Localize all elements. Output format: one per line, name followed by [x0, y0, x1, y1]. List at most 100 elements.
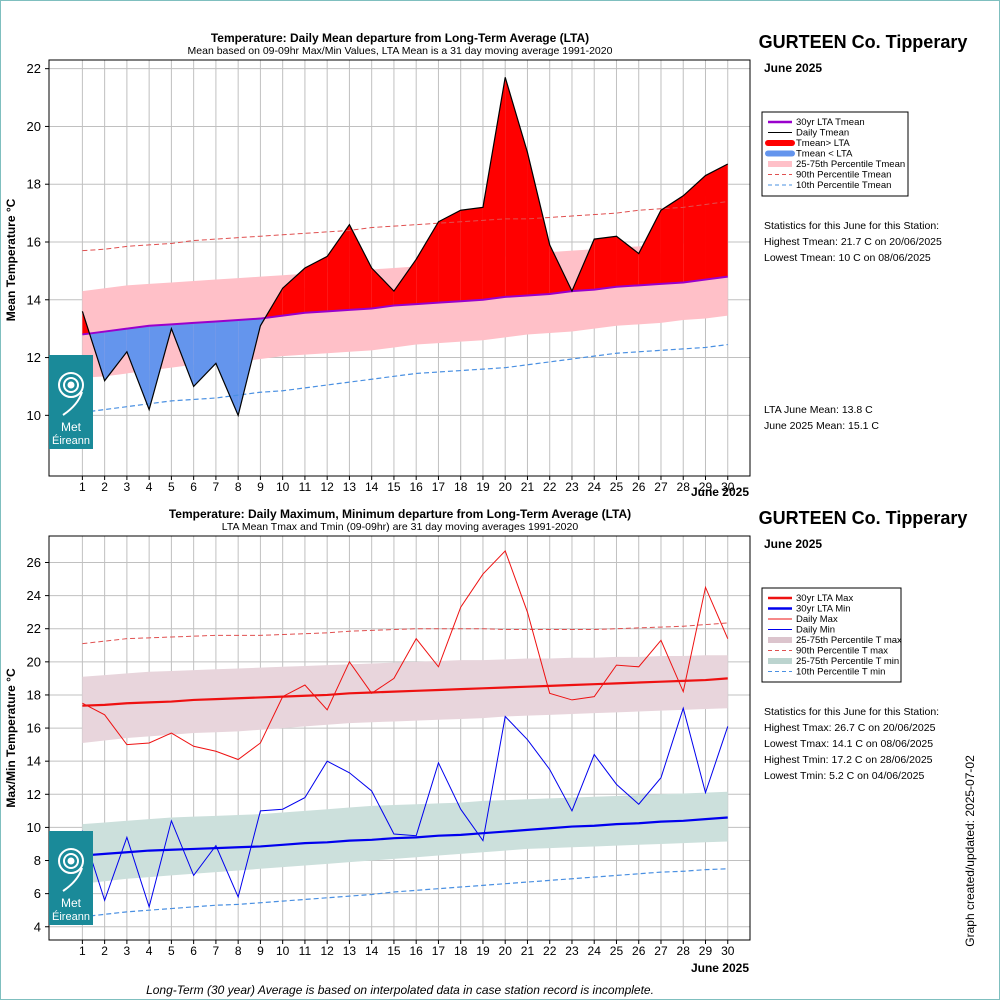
x-tick-label: 22 — [543, 480, 557, 494]
anomaly-above — [482, 77, 506, 300]
anomaly-above — [416, 221, 439, 305]
x-tick-label: 27 — [654, 480, 668, 494]
x-tick-label: 24 — [588, 944, 602, 958]
top-chart-title: Temperature: Daily Mean departure from L… — [211, 31, 589, 45]
bottom-chart-title: Temperature: Daily Maximum, Minimum depa… — [169, 507, 631, 521]
anomaly-above — [393, 259, 417, 306]
y-tick-label: 18 — [27, 177, 41, 192]
anomaly-above — [683, 175, 706, 283]
top-month-label: June 2025 — [764, 61, 822, 75]
met-eireann-logo-bottom: Met Éireann — [49, 831, 93, 925]
legend-label-p10-tmean: 10th Percentile Tmean — [796, 180, 891, 191]
daily-tmean-line — [81, 77, 729, 418]
anomaly-above — [282, 268, 305, 316]
anomaly-below — [193, 321, 216, 387]
legend-label-p90-tmean: 90th Percentile Tmean — [796, 170, 891, 181]
x-tick-label: 11 — [299, 480, 312, 494]
x-tick-label: 16 — [410, 480, 424, 494]
x-tick-label: 10 — [276, 480, 290, 494]
x-tick-label: 29 — [699, 944, 713, 958]
anomaly-above — [527, 152, 550, 296]
y-tick-label: 8 — [34, 853, 41, 868]
bottom-legend: 30yr LTA Max 30yr LTA Min Daily Max Dail… — [761, 587, 902, 683]
anomaly-above — [505, 77, 528, 297]
x-tick-label: 28 — [677, 944, 691, 958]
y-tick-label: 20 — [27, 654, 41, 669]
legend-label-pct-band-tmean: 25-75th Percentile Tmean — [796, 159, 905, 170]
p90-tmean-line — [82, 201, 728, 252]
x-tick-label: 14 — [365, 480, 379, 494]
anomaly-above — [594, 236, 617, 290]
x-tick-label: 2 — [101, 480, 108, 494]
x-tick-label: 2 — [101, 944, 108, 958]
x-tick-label: 23 — [565, 944, 579, 958]
x-tick-label: 22 — [543, 944, 557, 958]
x-tick-label: 25 — [610, 944, 624, 958]
x-tick-label: 28 — [677, 480, 691, 494]
x-tick-label: 15 — [387, 480, 401, 494]
anomaly-above — [327, 224, 350, 312]
x-tick-label: 5 — [168, 480, 175, 494]
x-tick-label: 6 — [190, 480, 197, 494]
x-tick-label: 30 — [721, 480, 735, 494]
logo-text-met: Met — [61, 420, 82, 434]
x-tick-label: 3 — [124, 944, 131, 958]
x-tick-label: 13 — [343, 480, 357, 494]
p10-tmin-line — [82, 868, 728, 918]
x-tick-label: 9 — [257, 480, 264, 494]
p10-tmean-line — [82, 343, 728, 414]
bottom-stat-highest-tmin: Highest Tmin: 17.2 C on 28/06/2025 — [764, 754, 933, 766]
top-lta-mean: LTA June Mean: 13.8 C — [764, 404, 873, 416]
x-tick-label: 1 — [79, 944, 86, 958]
y-tick-label: 16 — [27, 721, 41, 736]
bottom-station-name: GURTEEN Co. Tipperary — [759, 508, 968, 528]
logo-text-met: Met — [61, 896, 82, 910]
anomaly-above — [616, 236, 639, 287]
top-y-axis-label: Mean Temperature °C — [4, 198, 18, 321]
legend-label-daily-min: Daily Min — [796, 625, 835, 636]
top-xaxis-month: June 2025 — [691, 485, 749, 499]
legend-label-below-lta: Tmean < LTA — [796, 149, 853, 160]
bottom-legend-box — [761, 587, 902, 683]
logo-text-eireann: Éireann — [52, 910, 90, 923]
legend-label-lta-tmean: 30yr LTA Tmean — [796, 117, 865, 128]
x-tick-label: 19 — [476, 480, 490, 494]
top-stat-highest: Highest Tmean: 21.7 C on 20/06/2025 — [764, 236, 942, 248]
legend-label-band-min: 25-75th Percentile T min — [796, 656, 899, 667]
bottom-data-layer — [81, 549, 729, 918]
anomaly-above — [371, 268, 394, 309]
bottom-stat-lowest-tmin: Lowest Tmin: 5.2 C on 04/06/2025 — [764, 770, 924, 782]
x-tick-label: 5 — [168, 944, 175, 958]
y-tick-label: 14 — [27, 292, 41, 307]
legend-label-p90-max: 90th Percentile T max — [796, 646, 888, 657]
p90-tmax-line — [82, 622, 728, 645]
top-legend: 30yr LTA Tmean Daily Tmean Tmean> LTA Tm… — [761, 111, 909, 197]
x-tick-label: 17 — [432, 480, 446, 494]
daily-tmin-line — [81, 706, 729, 909]
y-tick-label: 20 — [27, 119, 41, 134]
legend-label-band-max: 25-75th Percentile T max — [796, 635, 902, 646]
lta-tmin-line — [82, 816, 728, 857]
x-tick-label: 1 — [79, 480, 86, 494]
top-stat-lowest: Lowest Tmean: 10 C on 08/06/2025 — [764, 252, 931, 264]
anomaly-above — [705, 164, 728, 280]
x-tick-label: 7 — [213, 944, 220, 958]
anomaly-above — [638, 210, 661, 286]
top-chart-subtitle: Mean based on 09-09hr Max/Min Values, LT… — [188, 45, 613, 57]
y-tick-label: 14 — [27, 754, 41, 769]
top-chart-plot: 1 2 3 4 5 6 7 8 9 10 11 12 13 14 15 16 17 18 19 20 21 22 23 24 2… — [27, 59, 751, 494]
x-tick-label: 27 — [654, 944, 668, 958]
logo-text-eireann: Éireann — [52, 434, 90, 447]
bottom-stats-header: Statistics for this June for this Statio… — [764, 706, 939, 718]
bottom-plot-background — [49, 536, 750, 940]
legend-label-lta-max: 30yr LTA Max — [796, 593, 853, 604]
anomaly-above — [660, 195, 684, 284]
bottom-y-axis-label: Max/Min Temperature °C — [4, 668, 18, 808]
x-tick-label: 6 — [190, 944, 197, 958]
legend-label-lta-min: 30yr LTA Min — [796, 604, 851, 615]
anomaly-above — [304, 256, 328, 313]
anomaly-below — [215, 320, 239, 416]
top-plot-border — [48, 59, 751, 477]
x-tick-label: 9 — [257, 944, 264, 958]
x-tick-label: 4 — [146, 944, 153, 958]
